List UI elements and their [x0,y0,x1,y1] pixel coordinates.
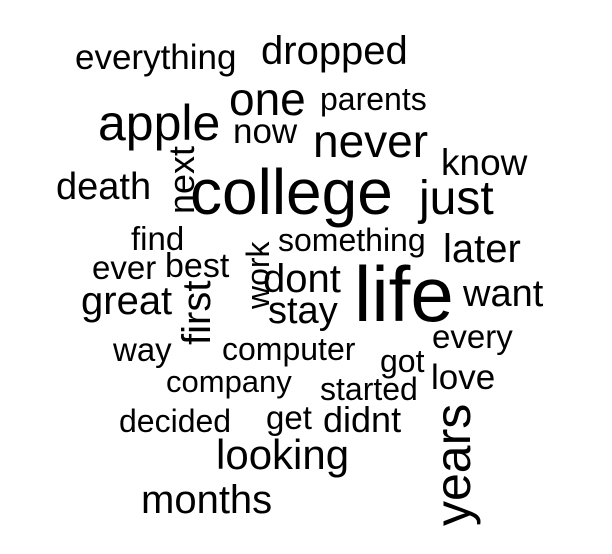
word-best: best [165,247,230,285]
word-college: college [190,156,393,228]
word-dont: dont [263,257,341,301]
word-decided: decided [119,403,232,439]
word-find: find [131,220,185,257]
word-got: got [380,343,425,379]
word-didnt: didnt [323,399,402,440]
word-months: months [141,478,273,522]
word-stay: stay [268,290,338,332]
word-death: death [56,166,152,208]
word-one: one [229,73,306,125]
word-every: every [432,318,513,355]
word-years: years [425,403,481,526]
word-ever: ever [92,249,157,286]
word-never: never [313,115,429,167]
word-just: just [419,172,494,225]
word-life: life [354,250,454,338]
word-later: later [443,227,521,271]
word-parents: parents [320,81,427,117]
word-everything: everything [75,38,237,77]
word-know: know [441,142,528,183]
word-first: first [175,280,219,345]
word-love: love [431,358,496,397]
word-company: company [166,364,292,399]
word-way: way [113,331,172,368]
word-looking: looking [216,431,350,478]
word-want: want [463,273,544,315]
word-computer: computer [222,331,356,367]
word-started: started [320,371,418,407]
word-great: great [81,279,173,323]
word-now: now [233,112,298,151]
word-get: get [266,399,312,436]
word-apple: apple [98,95,221,151]
word-something: something [278,222,426,258]
word-dropped: dropped [261,29,408,73]
